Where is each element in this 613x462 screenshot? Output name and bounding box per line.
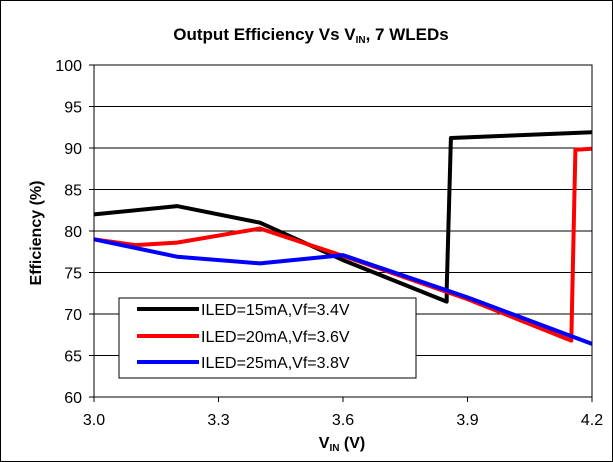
x-axis-label-tail: (V) — [339, 435, 365, 452]
x-tick-label-3.0: 3.0 — [83, 412, 105, 429]
y-tick-label-80: 80 — [64, 224, 82, 241]
x-tick-label-4.2: 4.2 — [581, 412, 603, 429]
y-tick-label-70: 70 — [64, 307, 82, 324]
x-axis-label-subscript: IN — [329, 443, 339, 454]
y-tick-label-95: 95 — [64, 100, 82, 117]
tick-layer: 60 65 70 75 80 85 90 95 100 3.0 3.3 3.6 3.9 4.2 — [55, 58, 603, 429]
chart-title-subscript: IN — [356, 35, 366, 46]
legend: ILED=15mA,Vf=3.4V ILED=20mA,Vf=3.6V ILED… — [118, 297, 417, 379]
x-tick-label-3.9: 3.9 — [456, 412, 478, 429]
series-line-25ma — [93, 237, 593, 346]
y-tick-label-75: 75 — [64, 266, 82, 283]
legend-label-15ma: ILED=15mA,Vf=3.4V — [201, 302, 350, 319]
series-line-15ma — [93, 130, 593, 304]
legend-label-25ma: ILED=25mA,Vf=3.8V — [201, 355, 350, 372]
x-axis-label: VIN (V) — [319, 435, 365, 454]
chart-title-tail: , 7 WLEDs — [366, 25, 449, 44]
legend-label-20ma: ILED=20mA,Vf=3.6V — [201, 329, 350, 346]
x-tick-label-3.3: 3.3 — [207, 412, 229, 429]
y-tick-label-65: 65 — [64, 349, 82, 366]
series-layer — [93, 130, 593, 346]
chart-title-main: Output Efficiency Vs V — [173, 25, 356, 44]
y-tick-label-90: 90 — [64, 141, 82, 158]
y-tick-label-85: 85 — [64, 183, 82, 200]
chart-title: Output Efficiency Vs VIN, 7 WLEDs — [173, 25, 448, 46]
y-tick-label-100: 100 — [55, 58, 82, 75]
y-axis-label: Efficiency (%) — [28, 181, 45, 286]
y-tick-label-60: 60 — [64, 390, 82, 407]
x-axis-label-main: V — [319, 435, 330, 452]
x-tick-label-3.6: 3.6 — [332, 412, 354, 429]
